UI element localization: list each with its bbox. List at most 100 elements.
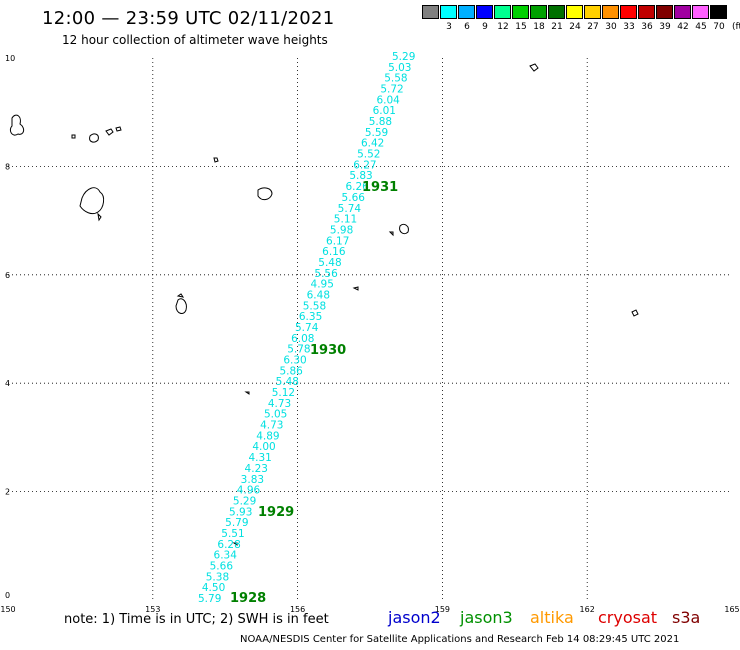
wave-height-label: 5.98 bbox=[330, 224, 353, 236]
satellite-altika: altika bbox=[530, 608, 574, 627]
legend-label: 6 bbox=[464, 22, 470, 32]
wave-height-label: 4.73 bbox=[260, 420, 283, 432]
island-shape bbox=[388, 231, 394, 237]
map-grid bbox=[7, 57, 733, 601]
wave-height-label: 5.58 bbox=[303, 300, 326, 312]
wave-height-label: 5.29 bbox=[392, 51, 415, 63]
legend-swatch bbox=[548, 5, 565, 19]
island-shape bbox=[9, 114, 25, 136]
wave-height-label: 5.03 bbox=[388, 62, 411, 74]
wave-height-label: 5.66 bbox=[210, 560, 234, 572]
legend-label: 18 bbox=[533, 22, 545, 32]
legend-label: 12 bbox=[497, 22, 509, 32]
wave-height-label: 5.79 bbox=[225, 517, 248, 529]
wave-height-label: 6.42 bbox=[361, 138, 384, 150]
y-tick-label: 0 bbox=[5, 591, 10, 600]
island-shape bbox=[213, 157, 219, 163]
legend-swatch bbox=[674, 5, 691, 19]
legend-label: 36 bbox=[641, 22, 653, 32]
legend-swatch bbox=[530, 5, 547, 19]
wave-height-label: 5.74 bbox=[295, 322, 319, 334]
pass-number-label: 1928 bbox=[230, 591, 266, 606]
x-tick-label: 159 bbox=[435, 605, 450, 614]
legend-label: 3 bbox=[446, 22, 452, 32]
island-shape bbox=[529, 63, 539, 72]
y-tick-label: 8 bbox=[5, 162, 10, 171]
wave-height-label: 5.12 bbox=[272, 387, 295, 399]
island-shape bbox=[105, 128, 114, 136]
wave-height-label: 5.38 bbox=[206, 571, 229, 583]
wave-height-label: 5.52 bbox=[357, 149, 380, 161]
wave-height-label: 6.35 bbox=[299, 311, 322, 323]
satellite-s3a: s3a bbox=[672, 608, 701, 627]
wave-height-label: 6.16 bbox=[322, 246, 346, 258]
legend-swatch bbox=[476, 5, 493, 19]
island-shape bbox=[257, 187, 273, 201]
legend-label: 39 bbox=[659, 22, 671, 32]
wave-height-label: 4.96 bbox=[237, 485, 261, 497]
satellite-jason3: jason3 bbox=[460, 608, 513, 627]
wave-height-label: 5.59 bbox=[365, 127, 388, 139]
legend-swatch bbox=[566, 5, 583, 19]
wave-height-label: 5.74 bbox=[338, 203, 362, 215]
legend-swatch bbox=[422, 5, 439, 19]
legend-label: 9 bbox=[482, 22, 488, 32]
wave-height-label: 6.48 bbox=[307, 289, 330, 301]
x-tick-label: 162 bbox=[580, 605, 595, 614]
wave-height-label: 6.01 bbox=[373, 105, 396, 117]
wave-height-label: 5.48 bbox=[318, 257, 341, 269]
wave-height-label: 5.88 bbox=[369, 116, 392, 128]
map-subtitle: 12 hour collection of altimeter wave hei… bbox=[62, 33, 328, 47]
island-shape bbox=[115, 126, 122, 132]
map-frame bbox=[7, 57, 733, 601]
wave-height-label: 4.73 bbox=[268, 398, 291, 410]
island-shape bbox=[176, 293, 185, 298]
map-title: 12:00 — 23:59 UTC 02/11/2021 bbox=[42, 8, 335, 29]
wave-height-label: 5.72 bbox=[380, 84, 403, 96]
legend-swatch bbox=[638, 5, 655, 19]
wave-height-label: 5.58 bbox=[384, 73, 407, 85]
y-tick-label: 10 bbox=[5, 54, 15, 63]
island-shape bbox=[352, 286, 359, 291]
legend-swatch bbox=[620, 5, 637, 19]
legend-label: 42 bbox=[677, 22, 689, 32]
wave-height-label: 5.29 bbox=[233, 495, 256, 507]
wave-height-label: 5.83 bbox=[349, 170, 372, 182]
legend-swatch bbox=[584, 5, 601, 19]
pass-numbers: 1928 1929 1930 1931 bbox=[230, 180, 398, 606]
wave-height-label: 5.93 bbox=[229, 506, 252, 518]
island-shape bbox=[175, 298, 187, 314]
legend-label: 21 bbox=[551, 22, 563, 32]
y-tick-label: 4 bbox=[5, 379, 10, 388]
legend-swatch bbox=[710, 5, 727, 19]
wave-height-label: 4.95 bbox=[311, 279, 334, 291]
island-shape bbox=[244, 391, 250, 395]
wave-height-label: 5.48 bbox=[276, 376, 299, 388]
legend-label: 70 bbox=[713, 22, 725, 32]
wave-height-label: 5.66 bbox=[342, 192, 366, 204]
island-shape bbox=[97, 212, 102, 222]
island-shape bbox=[79, 187, 105, 215]
wave-height-label: 6.08 bbox=[291, 333, 314, 345]
wave-height-label: 5.05 bbox=[264, 409, 287, 421]
island-outlines bbox=[9, 63, 639, 546]
wave-height-label: 4.31 bbox=[248, 452, 271, 464]
legend-label: 27 bbox=[587, 22, 599, 32]
legend-label: 45 bbox=[695, 22, 707, 32]
legend-swatch bbox=[458, 5, 475, 19]
y-tick-label: 6 bbox=[5, 271, 10, 280]
credit-footer: NOAA/NESDIS Center for Satellite Applica… bbox=[240, 634, 680, 645]
legend-swatch bbox=[512, 5, 529, 19]
wave-height-label: 5.79 bbox=[198, 593, 221, 605]
wave-height-label: 6.34 bbox=[214, 550, 238, 562]
x-tick-label: 156 bbox=[290, 605, 305, 614]
legend-label: 30 bbox=[605, 22, 617, 32]
wave-height-track: 5.794.505.385.666.346.285.515.795.935.29… bbox=[198, 51, 415, 605]
island-shape bbox=[399, 223, 409, 235]
wave-height-label: 5.56 bbox=[314, 268, 338, 280]
satellite-jason2: jason2 bbox=[388, 608, 441, 627]
pass-number-label: 1930 bbox=[310, 343, 346, 358]
axis-ticks: 150 153 156 159 162 165 0 2 4 6 8 10 bbox=[0, 54, 739, 614]
pass-number-label: 1931 bbox=[362, 180, 398, 195]
wave-height-label: 4.89 bbox=[256, 430, 279, 442]
